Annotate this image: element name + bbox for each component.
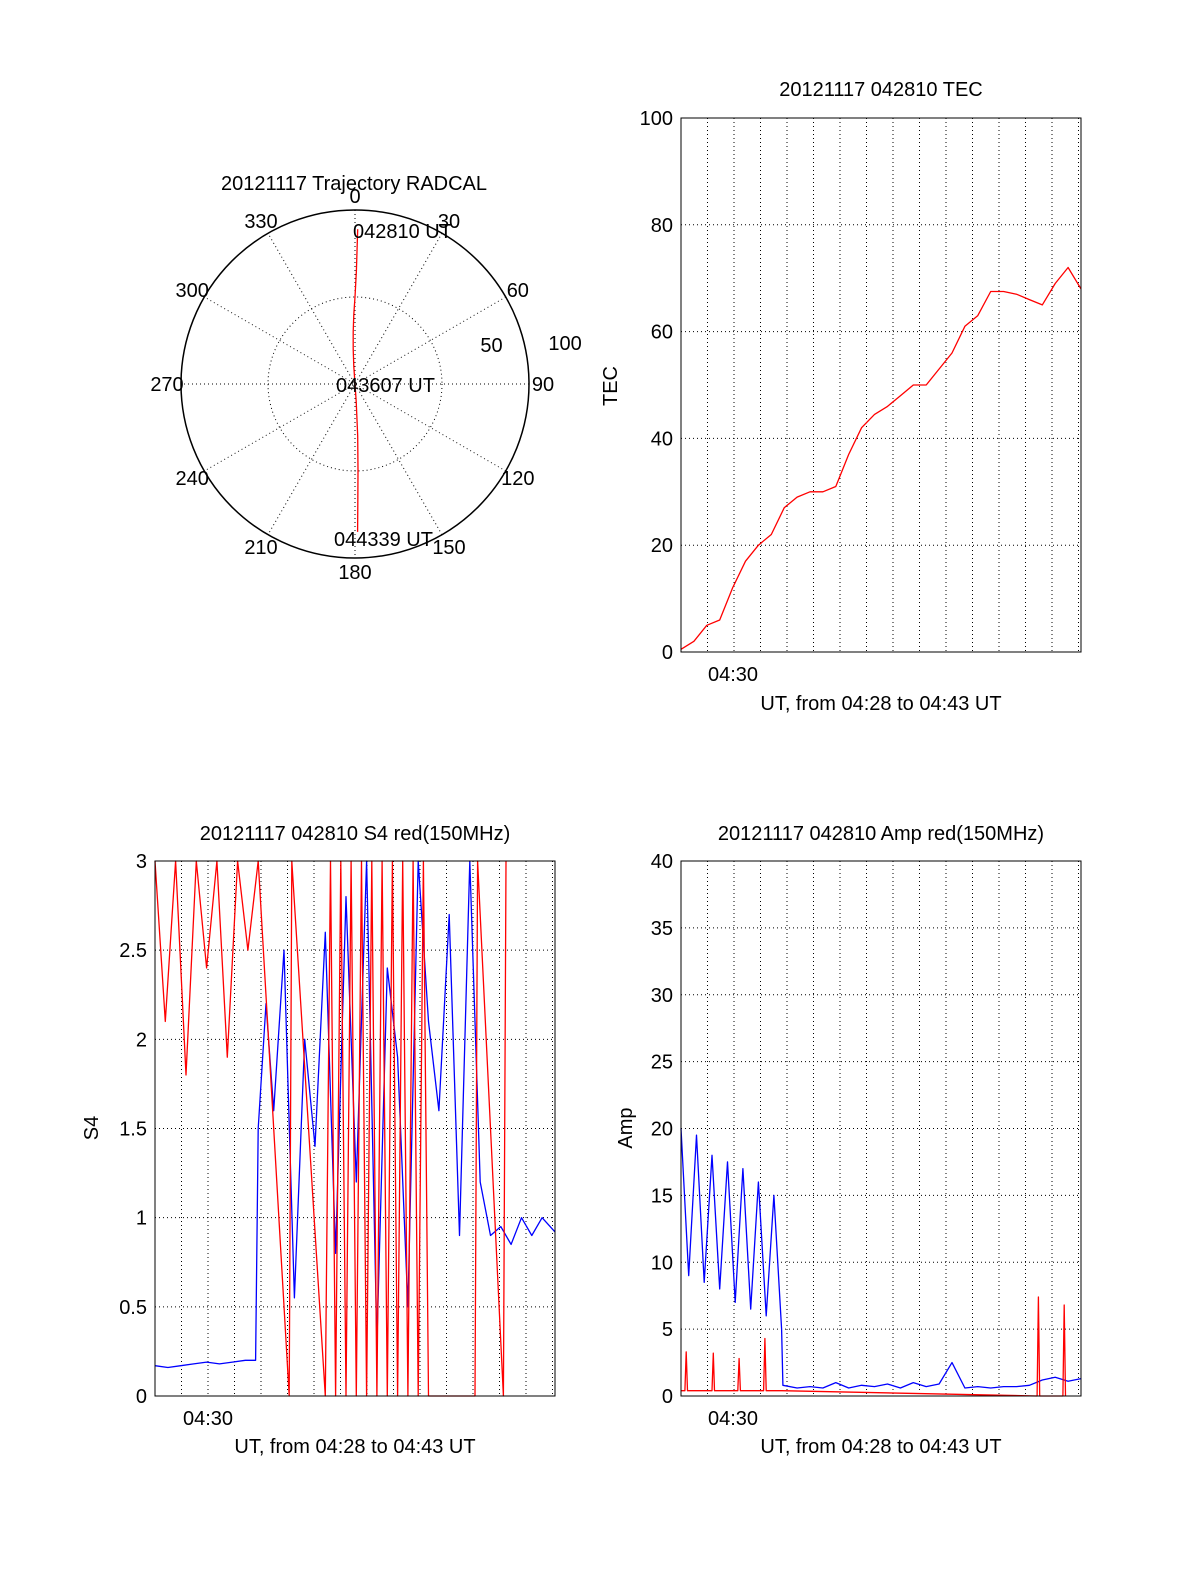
- annotation-mid: 043607 UT: [336, 375, 435, 397]
- polar-angle-label: 270: [150, 374, 183, 396]
- polar-angle-labels: 0 30 60 90 120 150 180 210 240 270 300 330: [150, 186, 554, 584]
- axes: 0 0.5 1 1.5 2 2.5 3: [119, 851, 556, 1408]
- polar-angle-label: 300: [175, 280, 208, 302]
- axes: 0 20 40 60 80 100: [640, 108, 1082, 664]
- y-tick-label: 1.5: [119, 1119, 147, 1141]
- s4-line-chart: 20121117 042810 S4 red(150MHz) 0 0.5 1 1.5 2…: [81, 823, 556, 1458]
- plot-frame: [154, 860, 556, 1397]
- tec-line-chart: 20121117 042810 TEC 0 20 40 60 80 100 TEC 04:…: [600, 79, 1082, 715]
- series-lines: [680, 266, 1082, 650]
- x-tick-label: 04:30: [183, 1408, 233, 1430]
- y-tick-label: 20: [651, 535, 673, 557]
- y-tick-label: 30: [651, 985, 673, 1007]
- plot-frame: [680, 860, 1082, 1397]
- y-tick-label: 40: [651, 428, 673, 450]
- y-tick-label: 0: [662, 642, 673, 664]
- polar-trajectory-line: [352, 229, 359, 532]
- series-red-line: [154, 860, 507, 1397]
- polar-angle-label: 210: [244, 537, 277, 559]
- y-tick-label: 3: [136, 851, 147, 873]
- polar-angle-label: 330: [244, 211, 277, 233]
- y-tick-label: 60: [651, 322, 673, 344]
- chart-title: 20121117 042810 Amp red(150MHz): [718, 823, 1044, 845]
- y-axis-label: S4: [81, 1116, 103, 1140]
- y-axis-label: TEC: [600, 366, 622, 406]
- polar-angle-label: 120: [501, 468, 534, 490]
- x-axis-label: UT, from 04:28 to 04:43 UT: [760, 693, 1001, 715]
- y-tick-label: 2: [136, 1029, 147, 1051]
- amp-line-chart: 20121117 042810 Amp red(150MHz) 0 5 10 15 20…: [615, 823, 1082, 1458]
- annotation-start: 042810 UT: [353, 221, 452, 243]
- polar-angle-label: 150: [432, 537, 465, 559]
- series-lines: [680, 1128, 1082, 1397]
- y-tick-label: 0.5: [119, 1297, 147, 1319]
- polar-angle-label: 60: [507, 280, 529, 302]
- chart-title: 20121117 042810 S4 red(150MHz): [200, 823, 511, 845]
- y-tick-label: 10: [651, 1252, 673, 1274]
- series-red-line: [680, 266, 1082, 650]
- polar-radius-labels: 50 100: [480, 333, 581, 357]
- x-axis-label: UT, from 04:28 to 04:43 UT: [234, 1436, 475, 1458]
- grid-lines: [681, 861, 1081, 1396]
- y-tick-label: 0: [136, 1386, 147, 1408]
- grid-lines: [681, 118, 1081, 652]
- polar-angle-label: 0: [349, 186, 360, 208]
- polar-radius-label: 100: [548, 333, 581, 355]
- polar-angle-label: 180: [338, 562, 371, 584]
- series-blue-line: [680, 1128, 1082, 1389]
- annotation-end: 044339 UT: [334, 529, 433, 551]
- x-axis-label: UT, from 04:28 to 04:43 UT: [760, 1436, 1001, 1458]
- y-tick-label: 25: [651, 1052, 673, 1074]
- x-tick-label: 04:30: [708, 664, 758, 686]
- axes: 0 5 10 15 20 25 30 35 40: [651, 851, 1082, 1408]
- plot-frame: [680, 117, 1082, 653]
- x-tick-label: 04:30: [708, 1408, 758, 1430]
- y-tick-label: 15: [651, 1185, 673, 1207]
- y-tick-label: 80: [651, 215, 673, 237]
- polar-radius-label: 50: [480, 335, 502, 357]
- series-blue-line: [154, 860, 556, 1369]
- polar-angle-label: 30: [438, 211, 460, 233]
- polar-angle-label: 90: [532, 374, 554, 396]
- y-tick-label: 5: [662, 1319, 673, 1341]
- y-axis-label: Amp: [615, 1107, 637, 1148]
- series-lines: [154, 860, 556, 1397]
- y-tick-label: 20: [651, 1119, 673, 1141]
- y-tick-label: 0: [662, 1386, 673, 1408]
- y-tick-label: 35: [651, 918, 673, 940]
- y-tick-label: 1: [136, 1208, 147, 1230]
- chart-title: 20121117 042810 TEC: [779, 79, 983, 101]
- trajectory-polar-chart: 20121117 Trajectory RADCAL 0 30 60 90 120 150…: [150, 173, 581, 584]
- trajectory-line: [352, 229, 359, 532]
- chart-title: 20121117 Trajectory RADCAL: [221, 173, 487, 195]
- y-tick-label: 40: [651, 851, 673, 873]
- polar-angle-label: 240: [175, 468, 208, 490]
- y-tick-label: 2.5: [119, 940, 147, 962]
- y-tick-label: 100: [640, 108, 673, 130]
- polar-grid: [180, 209, 530, 559]
- series-red-line: [681, 1296, 1067, 1397]
